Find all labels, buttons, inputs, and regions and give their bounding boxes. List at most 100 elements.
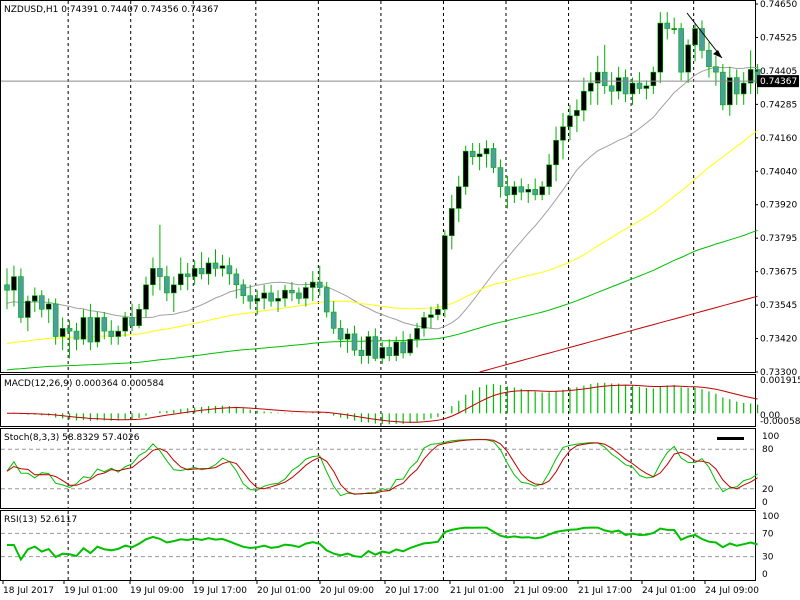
candle bbox=[115, 325, 121, 345]
candle bbox=[212, 249, 219, 277]
candle bbox=[296, 287, 302, 304]
current-price-tag bbox=[757, 75, 799, 88]
candle bbox=[587, 72, 594, 105]
candle bbox=[337, 320, 344, 348]
candle bbox=[518, 178, 525, 201]
candle bbox=[400, 331, 406, 359]
macd-signal-line bbox=[6, 384, 758, 423]
candle bbox=[622, 69, 629, 103]
candle bbox=[198, 252, 205, 280]
candle bbox=[323, 282, 330, 318]
candle bbox=[358, 336, 365, 364]
candle bbox=[18, 268, 24, 323]
x-axis-labels: 18 Jul 2017 19 Jul 01:00 19 Jul 09:00 19 Ju… bbox=[2, 580, 759, 596]
stoch-tick-label: 80 bbox=[762, 445, 774, 455]
candle bbox=[442, 230, 448, 318]
candle bbox=[615, 66, 622, 100]
candle bbox=[101, 312, 108, 340]
main-pane[interactable] bbox=[0, 0, 756, 373]
candle bbox=[31, 287, 38, 313]
macd-pane[interactable] bbox=[0, 374, 756, 427]
ma-200-line bbox=[479, 295, 758, 373]
candle bbox=[316, 265, 323, 296]
candle bbox=[504, 175, 511, 209]
y-tick-label: 0.74160 bbox=[760, 134, 797, 144]
y-tick-label: 0.73420 bbox=[760, 335, 797, 345]
candle bbox=[351, 325, 358, 356]
y-tick-label: 0.73545 bbox=[760, 301, 797, 311]
y-tick-label: 0.74650 bbox=[760, 0, 797, 10]
x-tick-label: 19 Jul 17:00 bbox=[193, 586, 247, 596]
stochastic-series bbox=[6, 438, 758, 497]
y-tick-label: 0.73300 bbox=[760, 368, 797, 378]
candle bbox=[240, 279, 247, 304]
candle bbox=[608, 72, 615, 105]
candle bbox=[25, 295, 31, 332]
rsi-pane[interactable] bbox=[0, 510, 756, 581]
candle bbox=[309, 271, 316, 302]
candle bbox=[462, 145, 469, 195]
main-title: NZDUSD,H1 0.74391 0.74407 0.74356 0.7436… bbox=[4, 5, 219, 15]
candle bbox=[365, 331, 372, 364]
rsi-tick-label: 70 bbox=[762, 529, 774, 539]
ma-50-line bbox=[6, 129, 758, 345]
candle bbox=[261, 284, 267, 310]
x-tick-label: 19 Jul 09:00 bbox=[130, 586, 184, 596]
candle bbox=[94, 312, 101, 348]
candle bbox=[671, 17, 678, 34]
candle bbox=[497, 159, 504, 198]
candle bbox=[108, 320, 115, 345]
candle bbox=[45, 298, 52, 323]
y-tick-label: 0.74040 bbox=[760, 167, 797, 177]
candle bbox=[560, 113, 566, 160]
x-tick-label: 20 Jul 17:00 bbox=[385, 586, 439, 596]
macd-tick-label: 0.001915 bbox=[760, 376, 800, 386]
rsi-title: RSI(13) 52.6117 bbox=[4, 515, 77, 525]
stoch-k-line bbox=[6, 438, 758, 497]
candle bbox=[303, 282, 309, 307]
candle bbox=[455, 175, 462, 223]
candle bbox=[157, 224, 163, 291]
candle bbox=[136, 303, 142, 329]
candle bbox=[692, 23, 698, 62]
candle bbox=[490, 143, 497, 174]
candle bbox=[539, 181, 545, 201]
candle bbox=[476, 143, 483, 171]
candle bbox=[511, 181, 518, 203]
y-tick-label: 0.73795 bbox=[760, 234, 797, 244]
candle bbox=[428, 306, 434, 329]
stoch-marker-bar bbox=[717, 437, 744, 440]
y-tick-label: 0.73920 bbox=[760, 201, 797, 211]
candle bbox=[678, 23, 684, 81]
candle bbox=[483, 140, 490, 168]
candle bbox=[650, 66, 657, 94]
candle bbox=[344, 328, 351, 353]
candle bbox=[699, 20, 705, 59]
candle bbox=[330, 301, 337, 334]
macd-series bbox=[6, 382, 759, 425]
candle bbox=[643, 80, 650, 100]
candle bbox=[747, 50, 754, 94]
candle bbox=[657, 12, 664, 84]
candle bbox=[574, 99, 580, 133]
candle bbox=[733, 69, 740, 105]
y-tick-label: 0.73675 bbox=[760, 268, 797, 278]
candle bbox=[407, 333, 413, 356]
candle bbox=[254, 290, 260, 315]
candle bbox=[546, 153, 552, 195]
x-tick-label: 20 Jul 09:00 bbox=[320, 586, 374, 596]
candle bbox=[184, 262, 191, 291]
rsi-line bbox=[7, 526, 758, 562]
candle bbox=[664, 12, 671, 40]
x-tick-label: 24 Jul 01:00 bbox=[642, 586, 696, 596]
macd-tick-label: -0.00058 bbox=[760, 417, 800, 427]
x-tick-label: 20 Jul 01:00 bbox=[257, 586, 311, 596]
candle bbox=[372, 328, 379, 362]
candle bbox=[4, 268, 10, 310]
candle bbox=[247, 284, 254, 310]
x-tick-label: 19 Jul 01:00 bbox=[64, 586, 118, 596]
candle bbox=[59, 317, 66, 351]
candle bbox=[601, 44, 608, 94]
stoch-d-line bbox=[6, 439, 758, 495]
